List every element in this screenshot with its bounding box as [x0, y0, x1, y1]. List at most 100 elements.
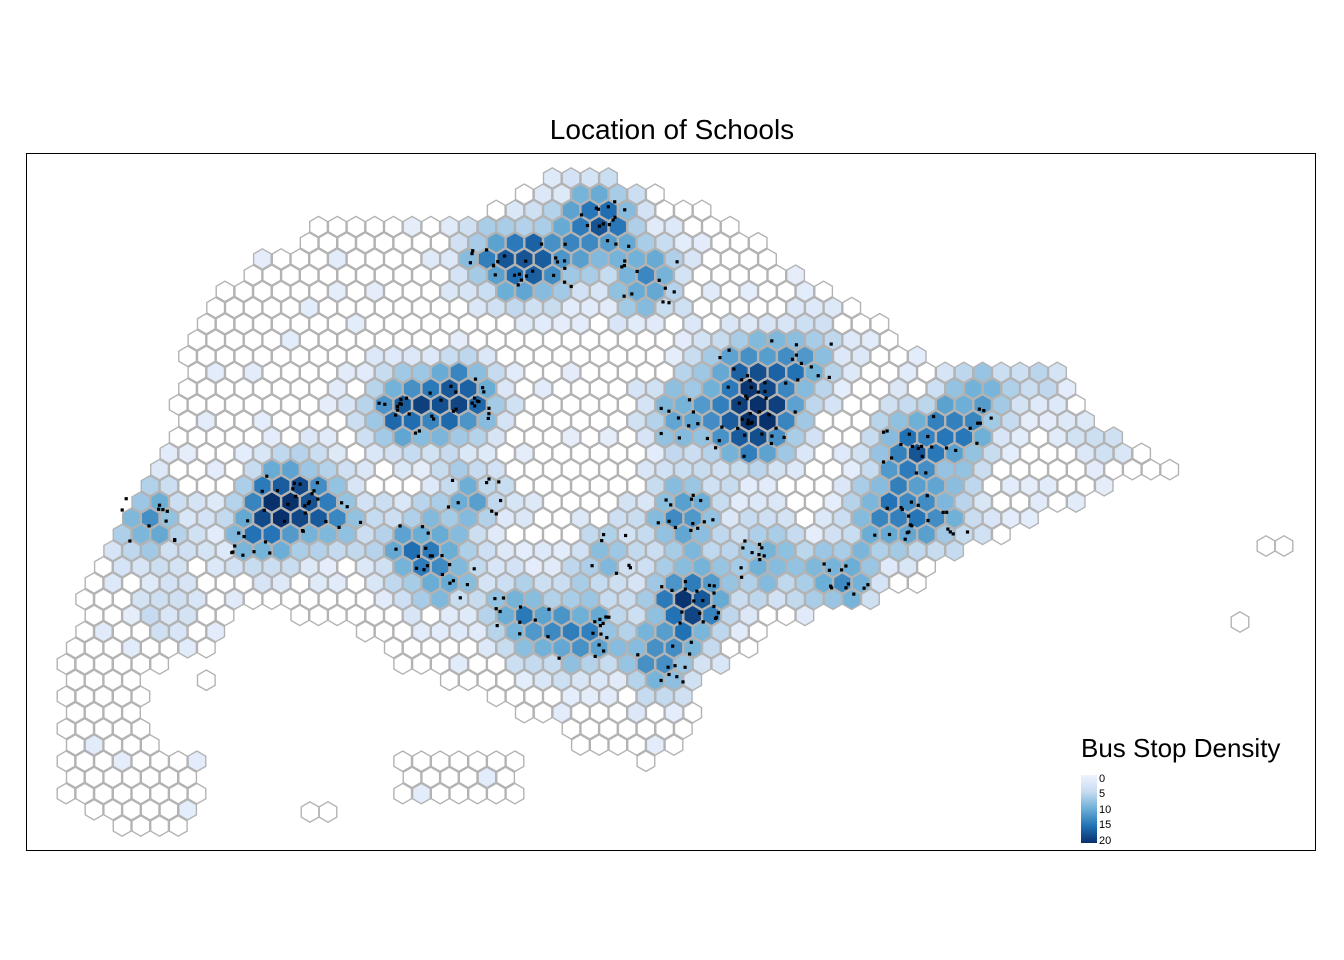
hexagon-cell — [776, 280, 796, 303]
hexagon-cell — [580, 361, 600, 384]
hexagon-cell — [402, 539, 422, 562]
hexagon-cell — [945, 377, 965, 400]
hexagon-cell — [318, 555, 338, 578]
hexagon-cell — [832, 539, 852, 562]
hexagon-cell — [683, 312, 703, 335]
school-point — [727, 348, 731, 352]
school-point — [458, 596, 462, 600]
school-point — [165, 509, 169, 513]
hexagon-cell — [458, 409, 478, 433]
hexagon-cell — [327, 247, 347, 271]
hexagon-cell — [935, 393, 955, 416]
school-point — [157, 507, 161, 511]
hexagon-cell — [496, 539, 516, 562]
hexagon-cell — [879, 490, 899, 514]
school-point — [717, 439, 721, 443]
hexagon-cell — [196, 345, 216, 368]
hexagon-cell — [140, 766, 160, 789]
hexagon-cell — [393, 361, 413, 384]
hexagon-cell — [673, 588, 693, 611]
school-point — [428, 391, 432, 395]
hexagon-cell — [991, 490, 1011, 514]
hexagon-cell — [121, 604, 141, 627]
hexagon-cell — [337, 361, 357, 384]
hexagon-cell — [337, 393, 357, 416]
hexagon-cell — [383, 409, 403, 433]
hexagon-cell — [804, 393, 824, 416]
hexagon-cell — [552, 442, 572, 465]
hexagon-cell — [552, 377, 572, 400]
hexagon-cell — [542, 199, 562, 222]
hexagon-cell — [580, 588, 600, 611]
hexagon-cell — [243, 426, 263, 449]
hexagon-cell — [692, 426, 712, 449]
hexagon-cell — [75, 620, 95, 643]
hexagon-cell — [542, 458, 562, 481]
hexagon-cell — [1010, 490, 1030, 514]
hexagon-cell — [851, 539, 871, 562]
hexagon-cell — [982, 409, 1002, 433]
hexagon-cell — [916, 458, 936, 481]
hexagon-cell — [683, 280, 703, 303]
hexagon-cell — [561, 652, 581, 676]
hexagon-cell — [327, 539, 347, 562]
hexagon-cell — [776, 409, 796, 433]
hexagon-cell — [1019, 474, 1039, 497]
school-point — [750, 551, 754, 555]
hexagon-cell — [65, 636, 85, 659]
hexagon-cell — [421, 604, 441, 627]
hexagon-cell — [496, 377, 516, 400]
hexagon-cell — [542, 588, 562, 611]
hexagon-cell — [290, 345, 310, 368]
hexagon-cell — [449, 231, 469, 254]
hexagon-cell — [561, 361, 581, 384]
hexagon-cell — [870, 377, 890, 400]
hexagon-cell — [430, 652, 450, 676]
school-point — [524, 274, 529, 278]
hexagon-cell — [589, 539, 609, 562]
hexagon-cell — [140, 474, 160, 497]
hexagon-cell — [224, 490, 244, 514]
hexagon-cell — [664, 571, 684, 595]
hexagon-cell — [271, 442, 291, 465]
school-point — [627, 244, 631, 248]
school-point — [720, 425, 724, 429]
hexagon-cell — [449, 620, 469, 643]
hexagon-cell — [168, 750, 188, 773]
hexagon-cell — [627, 733, 647, 757]
hexagon-cell — [542, 426, 562, 449]
hexagon-cell — [93, 620, 113, 643]
hexagon-cell — [196, 474, 216, 497]
school-point — [757, 542, 762, 546]
hexagon-cell — [608, 409, 628, 433]
hexagon-cell — [533, 507, 553, 530]
hexagon-cell — [337, 523, 357, 546]
hexagon-cell — [916, 523, 936, 546]
hexagon-cell — [748, 620, 768, 643]
school-point — [691, 493, 695, 497]
school-point — [749, 385, 753, 389]
hexagon-cell — [645, 636, 665, 659]
hexagon-cell — [589, 312, 609, 335]
school-point — [666, 665, 670, 669]
hexagon-cell — [252, 247, 272, 271]
hexagon-cell — [832, 474, 852, 497]
hexagon-cell — [804, 458, 824, 481]
hexagon-cell — [823, 523, 843, 546]
school-point — [691, 410, 695, 414]
hexagon-cell — [542, 231, 562, 254]
hexagon-cell — [458, 604, 478, 627]
hexagon-cell — [617, 652, 637, 676]
hexagon-cell — [636, 555, 656, 578]
hexagon-cell — [514, 442, 534, 465]
school-point — [663, 286, 667, 290]
hexagon-cell — [131, 814, 151, 838]
hexagon-cell — [598, 166, 618, 190]
hexagon-cell — [524, 199, 544, 222]
hexagon-cell — [477, 766, 497, 789]
hexagon-cell — [1132, 442, 1152, 465]
school-point — [757, 410, 761, 414]
hexagon-cell — [533, 377, 553, 400]
hexagon-cell — [309, 280, 329, 303]
